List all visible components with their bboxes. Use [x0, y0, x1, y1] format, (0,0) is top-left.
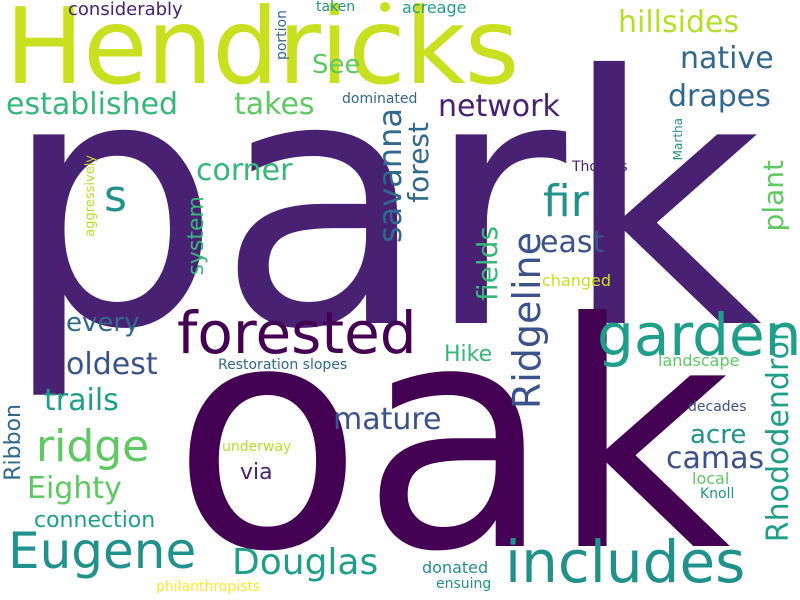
word-eugene: Eugene	[8, 522, 197, 580]
word-ensuing: ensuing	[436, 576, 492, 592]
word-connection: connection	[34, 508, 156, 533]
word-ridge: ridge	[36, 421, 150, 472]
word-thomas: Thomas	[572, 159, 628, 175]
word-see: See	[312, 50, 361, 80]
word-via: via	[240, 460, 273, 485]
word-oak: oak	[172, 256, 731, 600]
word-landscape: landscape	[658, 351, 740, 370]
word-local: local	[692, 469, 730, 488]
word-douglas: Douglas	[232, 542, 379, 583]
word-corner: corner	[196, 153, 293, 188]
word-restoration: Restoration	[218, 357, 299, 373]
word-ribbon: Ribbon	[1, 404, 26, 481]
word-donated: donated	[422, 558, 489, 577]
word-fir: fir	[543, 176, 589, 227]
word-established: established	[6, 87, 179, 122]
word-acreage: acreage	[402, 0, 467, 17]
word-knoll: Knoll	[700, 486, 735, 502]
word-garden: garden	[597, 301, 800, 369]
word-network: network	[438, 89, 560, 124]
word-decades: decades	[688, 399, 747, 415]
word-restoration-slopes: Restoration slopes	[218, 358, 347, 372]
word-includes: includes	[505, 528, 746, 596]
word-acre: acre	[690, 420, 747, 450]
word-east: east	[540, 225, 605, 260]
word-native: native	[680, 41, 774, 76]
word-forested: forested	[177, 299, 417, 367]
word-portion: portion	[274, 10, 290, 61]
word-philanthropists: philanthropists	[156, 579, 261, 595]
word-camas: camas	[666, 441, 765, 476]
word-park: park	[2, 4, 762, 405]
word-s: s	[104, 171, 127, 222]
word-drapes: drapes	[668, 79, 771, 114]
word-mature: mature	[333, 402, 442, 437]
word-slopes: slopes	[302, 357, 348, 373]
dot-mark	[380, 2, 390, 12]
word-fields: fields	[471, 226, 504, 302]
word-every: every	[66, 308, 140, 338]
word-system: system	[184, 196, 209, 276]
word-martha: Martha	[671, 118, 685, 161]
word-aggressively: aggressively	[83, 155, 98, 237]
word-dominated: dominated	[342, 91, 418, 107]
word-considerably: considerably	[68, 0, 183, 20]
word-takes: takes	[234, 87, 315, 122]
word-forest: forest	[402, 122, 435, 203]
word-taken: taken	[316, 0, 356, 15]
word-hillsides: hillsides	[618, 5, 740, 40]
word-trails: trails	[44, 383, 119, 418]
word-oldest: oldest	[66, 347, 158, 382]
word-hike: Hike	[444, 342, 493, 367]
word-plant: plant	[757, 160, 790, 232]
word-eighty: Eighty	[27, 471, 122, 506]
word-rhododendron: Rhododendron	[761, 322, 796, 543]
word-hendricks: Hendricks	[5, 0, 519, 108]
word-underway: underway	[222, 439, 292, 455]
word-changed: changed	[542, 271, 612, 290]
